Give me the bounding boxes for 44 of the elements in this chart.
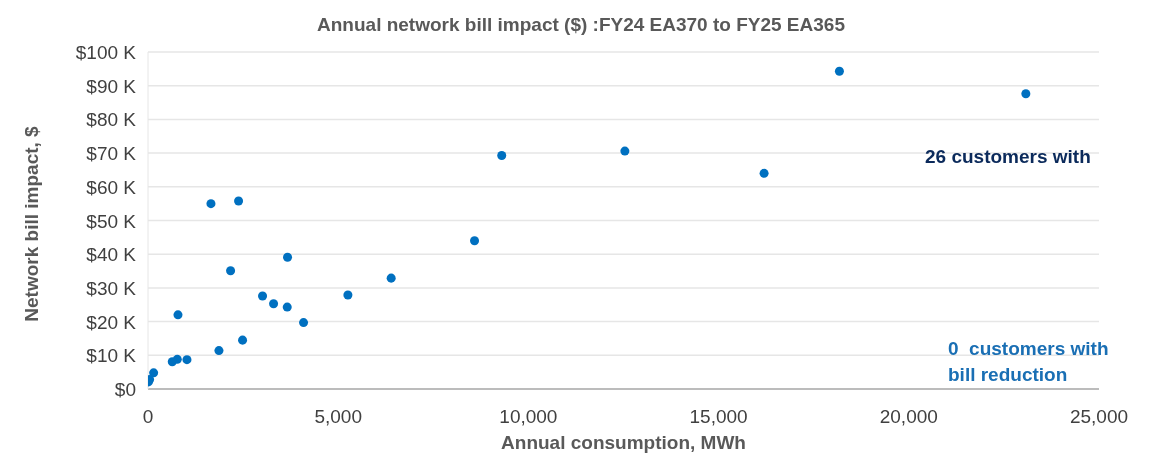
chart-title: Annual network bill impact ($) :FY24 EA370 to FY25 EA365 xyxy=(316,14,846,36)
point xyxy=(497,150,507,160)
point xyxy=(299,318,309,328)
point xyxy=(759,168,769,178)
annotation: 26 customers with xyxy=(925,145,1092,169)
point xyxy=(620,146,630,156)
point xyxy=(206,199,216,209)
y-tick-label: $100 K xyxy=(75,42,137,63)
point xyxy=(269,299,279,309)
y-tick-label: $90 K xyxy=(86,75,137,97)
x-tick-label: 15,000 xyxy=(689,406,748,428)
y-tick-label: $20 K xyxy=(86,311,137,333)
point xyxy=(834,66,844,76)
y-tick-label: $0 xyxy=(114,379,136,400)
annotation: 0 customers with bill reduction xyxy=(948,337,1110,387)
x-axis-title: Annual consumption, MWh xyxy=(500,432,747,454)
y-axis-title: Network bill impact, $ xyxy=(21,126,43,322)
x-tick-label: 20,000 xyxy=(879,406,938,428)
point xyxy=(238,335,248,345)
x-tick-label: 10,000 xyxy=(499,406,558,428)
point xyxy=(149,368,159,378)
y-tick-label: $40 K xyxy=(86,244,137,266)
point xyxy=(386,273,396,283)
y-tick-label: $10 K xyxy=(86,345,137,367)
x-tick-label: 0 xyxy=(142,406,154,428)
point xyxy=(234,196,244,206)
point xyxy=(173,310,183,320)
point xyxy=(214,346,224,356)
point xyxy=(470,236,480,246)
point xyxy=(283,252,293,262)
point xyxy=(226,266,236,276)
y-tick-label: $50 K xyxy=(86,210,137,232)
y-tick-label: $80 K xyxy=(86,109,137,131)
point xyxy=(282,302,292,312)
point xyxy=(182,355,192,365)
y-tick-label: $70 K xyxy=(86,143,137,165)
x-tick-label: 25,000 xyxy=(1069,406,1129,428)
point xyxy=(1021,89,1031,99)
x-tick-label: 5,000 xyxy=(314,406,362,428)
y-tick-label: $30 K xyxy=(86,277,137,299)
y-tick-label: $60 K xyxy=(86,176,137,198)
point xyxy=(343,290,353,300)
point xyxy=(167,357,177,367)
point xyxy=(258,291,268,301)
